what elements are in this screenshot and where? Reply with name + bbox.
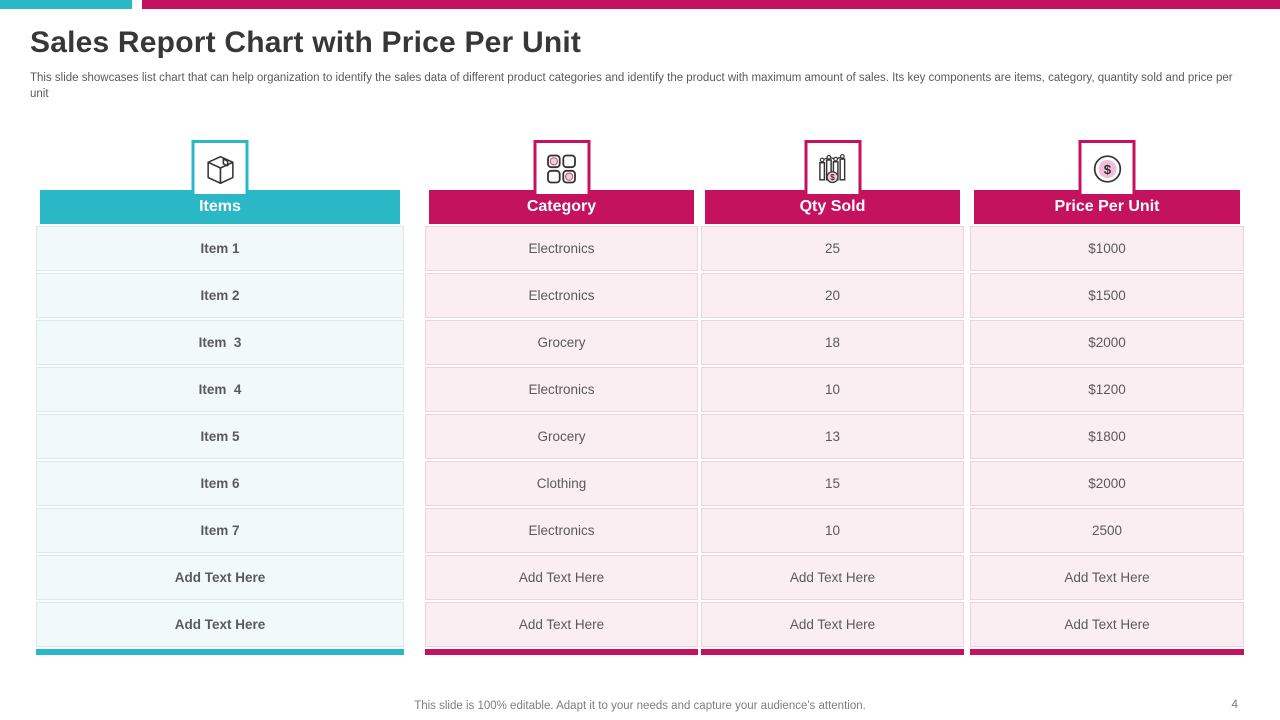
dollar-coin-icon: $ xyxy=(1078,140,1136,197)
table-cell: 13 xyxy=(701,414,964,459)
table-cell: $1800 xyxy=(970,414,1244,459)
table-cell: Grocery xyxy=(425,320,698,365)
svg-text:$: $ xyxy=(1103,161,1111,176)
table-cell: Item 2 xyxy=(36,273,404,318)
price-per-unit-underline xyxy=(970,649,1244,655)
footer-note: This slide is 100% editable. Adapt it to… xyxy=(414,700,866,712)
table-cell: Add Text Here xyxy=(970,555,1244,600)
table-cell: $1000 xyxy=(970,226,1244,271)
table-cell: Add Text Here xyxy=(701,555,964,600)
table-cell: 25 xyxy=(701,226,964,271)
category-rows: Electronics Electronics Grocery Electronics… xyxy=(425,226,698,647)
table-cell: Item 6 xyxy=(36,461,404,506)
qty-sold-rows: 25 20 18 10 13 15 10 Add Text Here Add Text Here xyxy=(701,226,964,647)
teal-bar-segment xyxy=(0,0,132,9)
box-icon xyxy=(191,140,249,197)
table-cell: Electronics xyxy=(425,273,698,318)
table-cell: Item 1 xyxy=(36,226,404,271)
category-underline xyxy=(425,649,698,655)
table-cell: $2000 xyxy=(970,320,1244,365)
table-cell: $2000 xyxy=(970,461,1244,506)
items-underline xyxy=(36,649,404,655)
table-cell: $1500 xyxy=(970,273,1244,318)
table-cell: Add Text Here xyxy=(36,555,404,600)
table-cell: 15 xyxy=(701,461,964,506)
category-grid-icon xyxy=(533,140,590,197)
table-cell: Clothing xyxy=(425,461,698,506)
table-cell: 10 xyxy=(701,367,964,412)
table-cell: Add Text Here xyxy=(970,602,1244,647)
table-cell: Add Text Here xyxy=(701,602,964,647)
items-rows: Item 1 Item 2 Item 3 Item 4 Item 5 Item 6 Item… xyxy=(36,226,404,647)
table-cell: Item 5 xyxy=(36,414,404,459)
table-cell: Electronics xyxy=(425,367,698,412)
page-subtitle: This slide showcases list chart that can… xyxy=(30,72,1233,100)
table-cell: Grocery xyxy=(425,414,698,459)
top-accent-bar xyxy=(0,0,1280,9)
column-price-per-unit: $ Price Per Unit $1000 $1500 $2000 $1200 $18… xyxy=(970,140,1244,655)
bar-gap xyxy=(132,0,142,9)
table-cell: 18 xyxy=(701,320,964,365)
table-cell: Add Text Here xyxy=(425,555,698,600)
table-cell: Add Text Here xyxy=(425,602,698,647)
svg-text:$: $ xyxy=(830,173,835,182)
table-cell: Item 7 xyxy=(36,508,404,553)
qty-sold-underline xyxy=(701,649,964,655)
pink-bar-segment xyxy=(142,0,1280,9)
table-cell: 2500 xyxy=(970,508,1244,553)
price-per-unit-rows: $1000 $1500 $2000 $1200 $1800 $2000 2500 Add Te… xyxy=(970,226,1244,647)
column-qty-sold: $ Qty Sold 25 20 18 10 13 15 10 Add Text Here Ad… xyxy=(701,140,964,655)
table-cell: Electronics xyxy=(425,508,698,553)
table-cell: 20 xyxy=(701,273,964,318)
table-cell: Item 3 xyxy=(36,320,404,365)
column-category: Category Electronics Electronics Grocery El… xyxy=(425,140,698,655)
table-cell: Item 4 xyxy=(36,367,404,412)
page-title: Sales Report Chart with Price Per Unit xyxy=(30,26,582,59)
table-cell: Add Text Here xyxy=(36,602,404,647)
table-cell: $1200 xyxy=(970,367,1244,412)
table-cell: 10 xyxy=(701,508,964,553)
column-items: Items Item 1 Item 2 Item 3 Item 4 Item 5 Item… xyxy=(36,140,404,655)
bar-chart-dollar-icon: $ xyxy=(804,140,861,197)
table-cell: Electronics xyxy=(425,226,698,271)
page-number: 4 xyxy=(1231,697,1238,711)
